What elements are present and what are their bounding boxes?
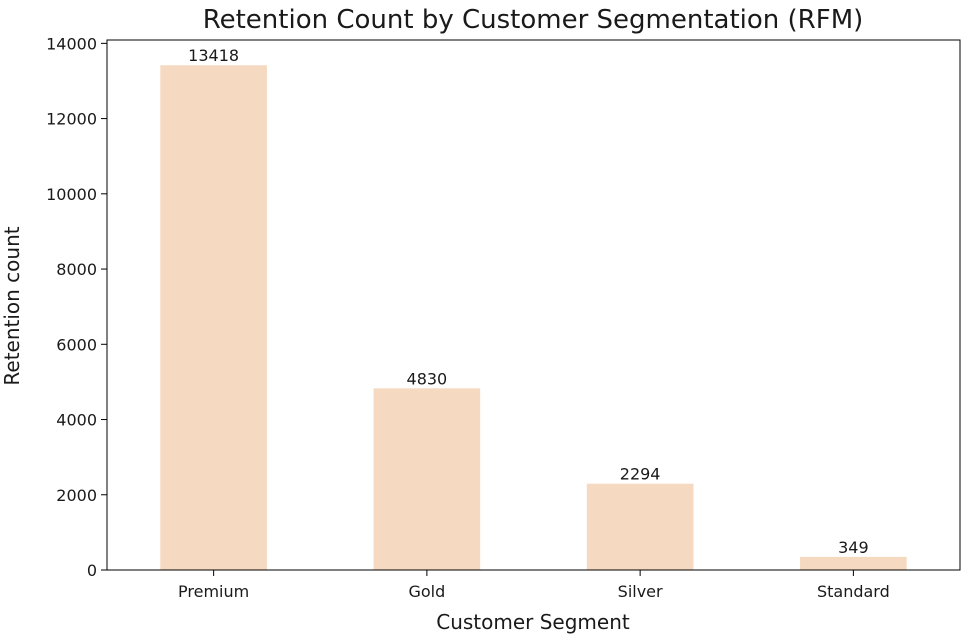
y-tick-label: 8000 — [56, 260, 97, 279]
y-tick-label: 4000 — [56, 411, 97, 430]
x-axis-ticks: Premium Gold Silver Standard — [178, 570, 890, 601]
data-label-gold: 4830 — [407, 369, 448, 388]
bar-standard — [800, 556, 907, 570]
data-label-silver: 2294 — [620, 465, 661, 484]
data-label-premium: 13418 — [188, 46, 239, 65]
y-tick-label: 6000 — [56, 335, 97, 354]
data-label-standard: 349 — [838, 538, 869, 557]
y-tick-label: 0 — [87, 561, 97, 580]
chart-title: Retention Count by Customer Segmentation… — [203, 5, 864, 35]
y-axis-label: Retention count — [0, 226, 24, 385]
y-axis-ticks: 0 2000 4000 6000 8000 10000 12000 14000 — [46, 34, 107, 580]
x-tick-label-standard: Standard — [817, 582, 890, 601]
x-tick-label-silver: Silver — [618, 582, 663, 601]
data-labels-layer: 13418 4830 2294 349 — [188, 46, 868, 557]
plot-area-frame — [106, 39, 961, 571]
y-tick-label: 2000 — [56, 486, 97, 505]
y-tick-label: 14000 — [46, 34, 97, 53]
x-tick-label-premium: Premium — [178, 582, 249, 601]
bar-premium — [160, 65, 267, 571]
x-axis-label: Customer Segment — [436, 610, 630, 634]
y-tick-label: 10000 — [46, 185, 97, 204]
y-tick-label: 12000 — [46, 110, 97, 129]
bar-silver — [586, 483, 694, 570]
x-tick-label-gold: Gold — [408, 582, 445, 601]
bar-gold — [373, 388, 481, 570]
bars-layer — [160, 65, 907, 571]
